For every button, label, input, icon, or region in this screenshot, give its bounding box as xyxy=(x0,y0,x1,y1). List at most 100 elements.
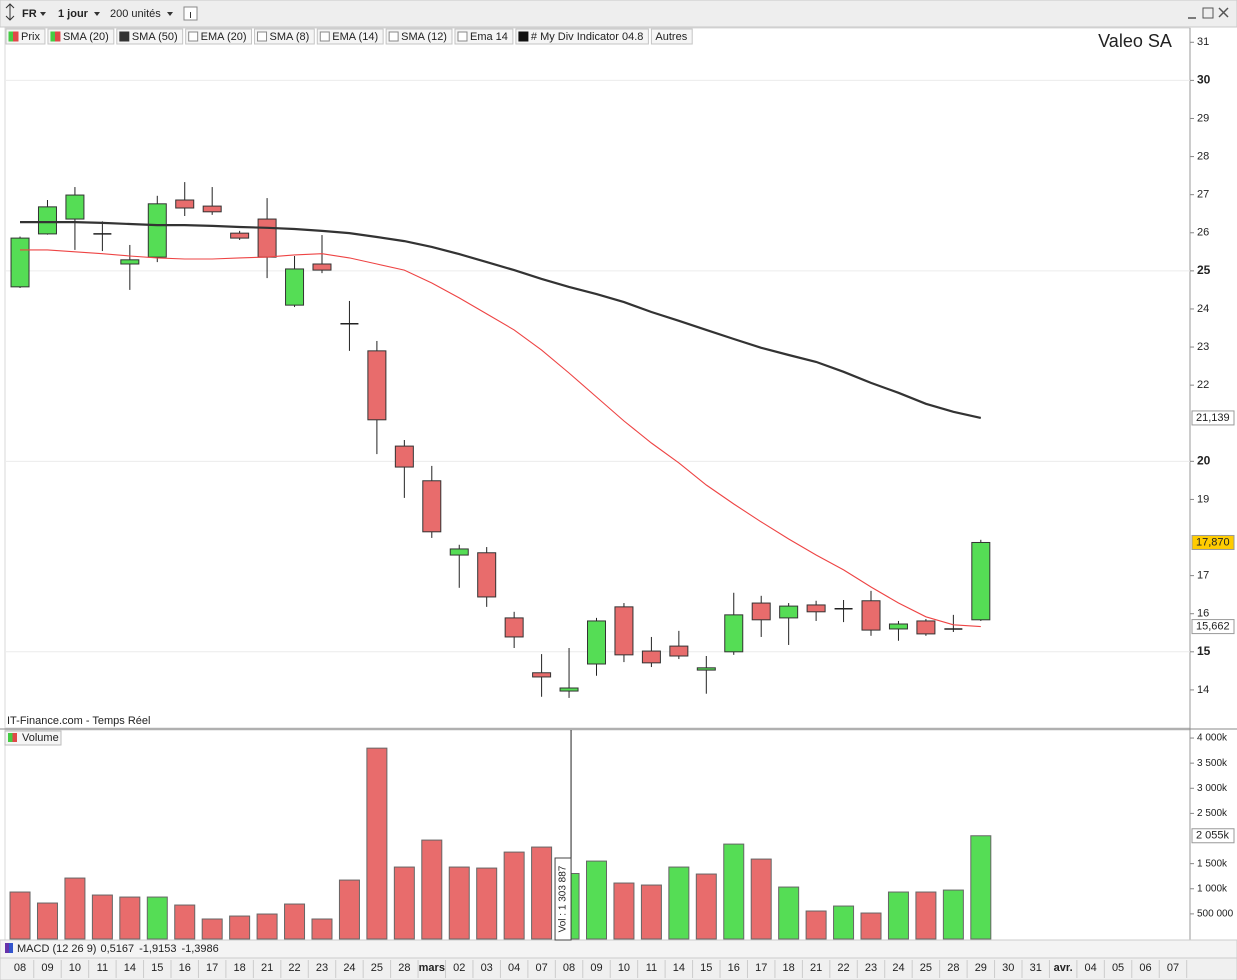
last-value-box xyxy=(1191,534,1235,550)
sort-icon[interactable] xyxy=(5,3,15,21)
x-tick-label: 07 xyxy=(1167,962,1179,974)
legend-label: # My Div Indicator 04.8 xyxy=(531,31,644,43)
volume-bar xyxy=(146,896,168,940)
candle-body xyxy=(641,650,661,664)
volume-bar xyxy=(284,903,306,940)
market-select[interactable]: FR xyxy=(22,8,37,20)
x-tick-label: 16 xyxy=(179,962,191,974)
dropdown-arrow[interactable] xyxy=(40,12,46,16)
candle-body xyxy=(312,263,332,271)
y-tick-label: 4 000k xyxy=(1197,733,1228,744)
last-value-box xyxy=(1191,410,1235,426)
x-tick-label: 21 xyxy=(261,962,273,974)
candle-body xyxy=(175,199,195,209)
legend-item[interactable] xyxy=(47,28,115,45)
period-select[interactable]: 1 jour xyxy=(58,8,89,20)
legend-item[interactable] xyxy=(316,28,384,45)
macd-value: -1,3986 xyxy=(181,943,218,955)
x-axis-bar xyxy=(0,957,1237,980)
macd-value: 0,5167 xyxy=(100,943,134,955)
legend-label: SMA (8) xyxy=(270,31,310,43)
x-tick-label: 15 xyxy=(151,962,163,974)
volume-bar xyxy=(503,851,525,940)
x-tick-label: 05 xyxy=(1112,962,1124,974)
units-select[interactable]: 200 unités xyxy=(110,8,161,20)
y-tick-label: 20 xyxy=(1197,454,1211,468)
legend-swatch xyxy=(54,31,61,42)
x-tick-label: 22 xyxy=(837,962,849,974)
y-tick-label: 23 xyxy=(1197,341,1209,353)
indicator-line xyxy=(20,221,982,419)
x-tick-label: 31 xyxy=(1030,962,1042,974)
volume-bar xyxy=(640,884,662,940)
volume-bar xyxy=(448,866,470,940)
x-tick-label: 08 xyxy=(563,962,575,974)
close-button[interactable] xyxy=(1218,7,1229,18)
x-tick-label: 14 xyxy=(124,962,136,974)
legend-swatch xyxy=(50,31,56,42)
x-tick-label: 04 xyxy=(1084,962,1096,974)
candle-body xyxy=(532,672,552,678)
y-tick-label: 30 xyxy=(1197,73,1211,87)
volume-bar xyxy=(942,889,964,940)
volume-bar xyxy=(393,866,415,940)
volume-bar xyxy=(119,896,141,940)
legend-item[interactable] xyxy=(515,28,649,45)
x-tick-label: 18 xyxy=(234,962,246,974)
x-tick-label: 25 xyxy=(920,962,932,974)
x-tick-label: 17 xyxy=(206,962,218,974)
candle-body xyxy=(888,623,908,630)
legend-item[interactable] xyxy=(254,28,315,45)
volume-bar xyxy=(476,867,498,940)
dropdown-arrow[interactable] xyxy=(167,12,173,16)
x-tick-label: 10 xyxy=(618,962,630,974)
volume-bar xyxy=(531,846,553,940)
volume-bar xyxy=(778,886,800,940)
dropdown-arrow[interactable] xyxy=(94,12,100,16)
x-tick-label: 18 xyxy=(783,962,795,974)
legend-swatch xyxy=(457,31,468,42)
y-tick-label: 3 000k xyxy=(1197,783,1228,794)
legend-label: SMA (50) xyxy=(132,31,178,43)
legend-swatch xyxy=(119,31,130,42)
volume-bar xyxy=(366,747,388,940)
legend-item[interactable] xyxy=(454,28,514,45)
volume-bar xyxy=(970,835,992,940)
candle-body xyxy=(202,205,222,213)
x-tick-label: 21 xyxy=(810,962,822,974)
candle-body xyxy=(37,206,57,235)
x-tick-label: 14 xyxy=(673,962,685,974)
legend-label: Prix xyxy=(21,31,40,43)
maximize-button[interactable] xyxy=(1202,7,1214,19)
candle-body xyxy=(147,203,167,258)
legend-swatch xyxy=(319,31,330,42)
price-panel xyxy=(4,27,1191,729)
x-tick-label: 23 xyxy=(865,962,877,974)
legend-item[interactable] xyxy=(185,28,253,45)
legend-item[interactable] xyxy=(116,28,184,45)
x-tick-label: 25 xyxy=(371,962,383,974)
y-tick-label: 15 xyxy=(1197,644,1211,658)
legend-label: EMA (20) xyxy=(201,31,247,43)
y-tick-label: 29 xyxy=(1197,112,1209,124)
volume-bar xyxy=(421,839,443,940)
legend-swatch xyxy=(12,733,17,742)
last-value-label: 15,662 xyxy=(1196,620,1230,632)
x-tick-label: 29 xyxy=(975,962,987,974)
legend-item[interactable] xyxy=(385,28,453,45)
legend-label: SMA (20) xyxy=(63,31,109,43)
macd-name: MACD (12 26 9) xyxy=(17,943,96,955)
y-tick-label: 1 000k xyxy=(1197,883,1228,894)
volume-bar xyxy=(36,902,58,940)
candle-body xyxy=(751,602,771,621)
y-tick-label: 27 xyxy=(1197,189,1209,201)
y-tick-label: 3 500k xyxy=(1197,758,1228,769)
x-tick-label: 06 xyxy=(1139,962,1151,974)
candle-body xyxy=(861,600,881,631)
legend-item[interactable] xyxy=(650,28,693,45)
legend-label: SMA (12) xyxy=(401,31,447,43)
watermark: Valeo SA xyxy=(1098,31,1172,51)
x-tick-label: mars xyxy=(419,962,445,974)
cursor-label-box xyxy=(554,857,572,941)
